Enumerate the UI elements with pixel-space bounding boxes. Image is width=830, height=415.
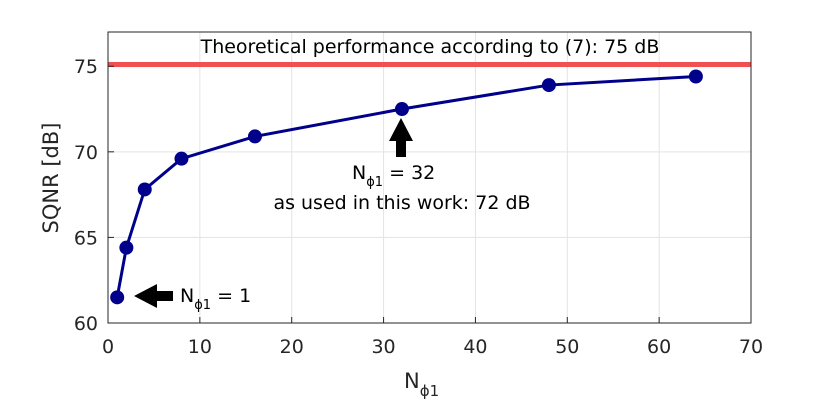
x-tick-label: 50 [555, 336, 579, 358]
y-tick-label: 65 [74, 227, 98, 249]
data-point [137, 182, 152, 197]
y-tick-label: 75 [74, 56, 98, 78]
y-tick-label: 60 [74, 313, 98, 335]
y-tick-label: 70 [74, 142, 98, 164]
y-ticks: 60 65 70 75 [74, 56, 114, 335]
data-point [394, 102, 409, 117]
data-point [110, 290, 125, 305]
x-tick-label: 20 [280, 336, 304, 358]
x-tick-label: 10 [188, 336, 212, 358]
data-point [247, 129, 262, 144]
x-tick-label: 70 [739, 336, 763, 358]
annotation-n32-note: as used in this work: 72 dB [273, 192, 530, 214]
x-tick-label: 40 [463, 336, 487, 358]
annotation-n32: Nϕ1 = 32 [352, 162, 435, 190]
arrow-up-icon [389, 118, 413, 157]
data-point [174, 151, 189, 166]
sqnr-series-points [110, 69, 703, 305]
sqnr-series-line [115, 75, 696, 298]
arrow-left-icon [134, 284, 173, 308]
annotation-n1: Nϕ1 = 1 [180, 285, 251, 313]
x-tick-label: 0 [102, 336, 114, 358]
data-point [119, 240, 134, 255]
y-axis-label: SQNR [dB] [39, 123, 63, 234]
theoretical-performance-label: Theoretical performance according to (7)… [200, 36, 660, 58]
x-axis-label: Nϕ1 [404, 369, 439, 400]
x-tick-label: 30 [371, 336, 395, 358]
x-tick-label: 60 [647, 336, 671, 358]
plot-frame [107, 31, 752, 324]
x-ticks: 0 10 20 30 40 50 60 70 [102, 317, 763, 358]
data-point [688, 69, 703, 84]
data-point [541, 78, 556, 93]
